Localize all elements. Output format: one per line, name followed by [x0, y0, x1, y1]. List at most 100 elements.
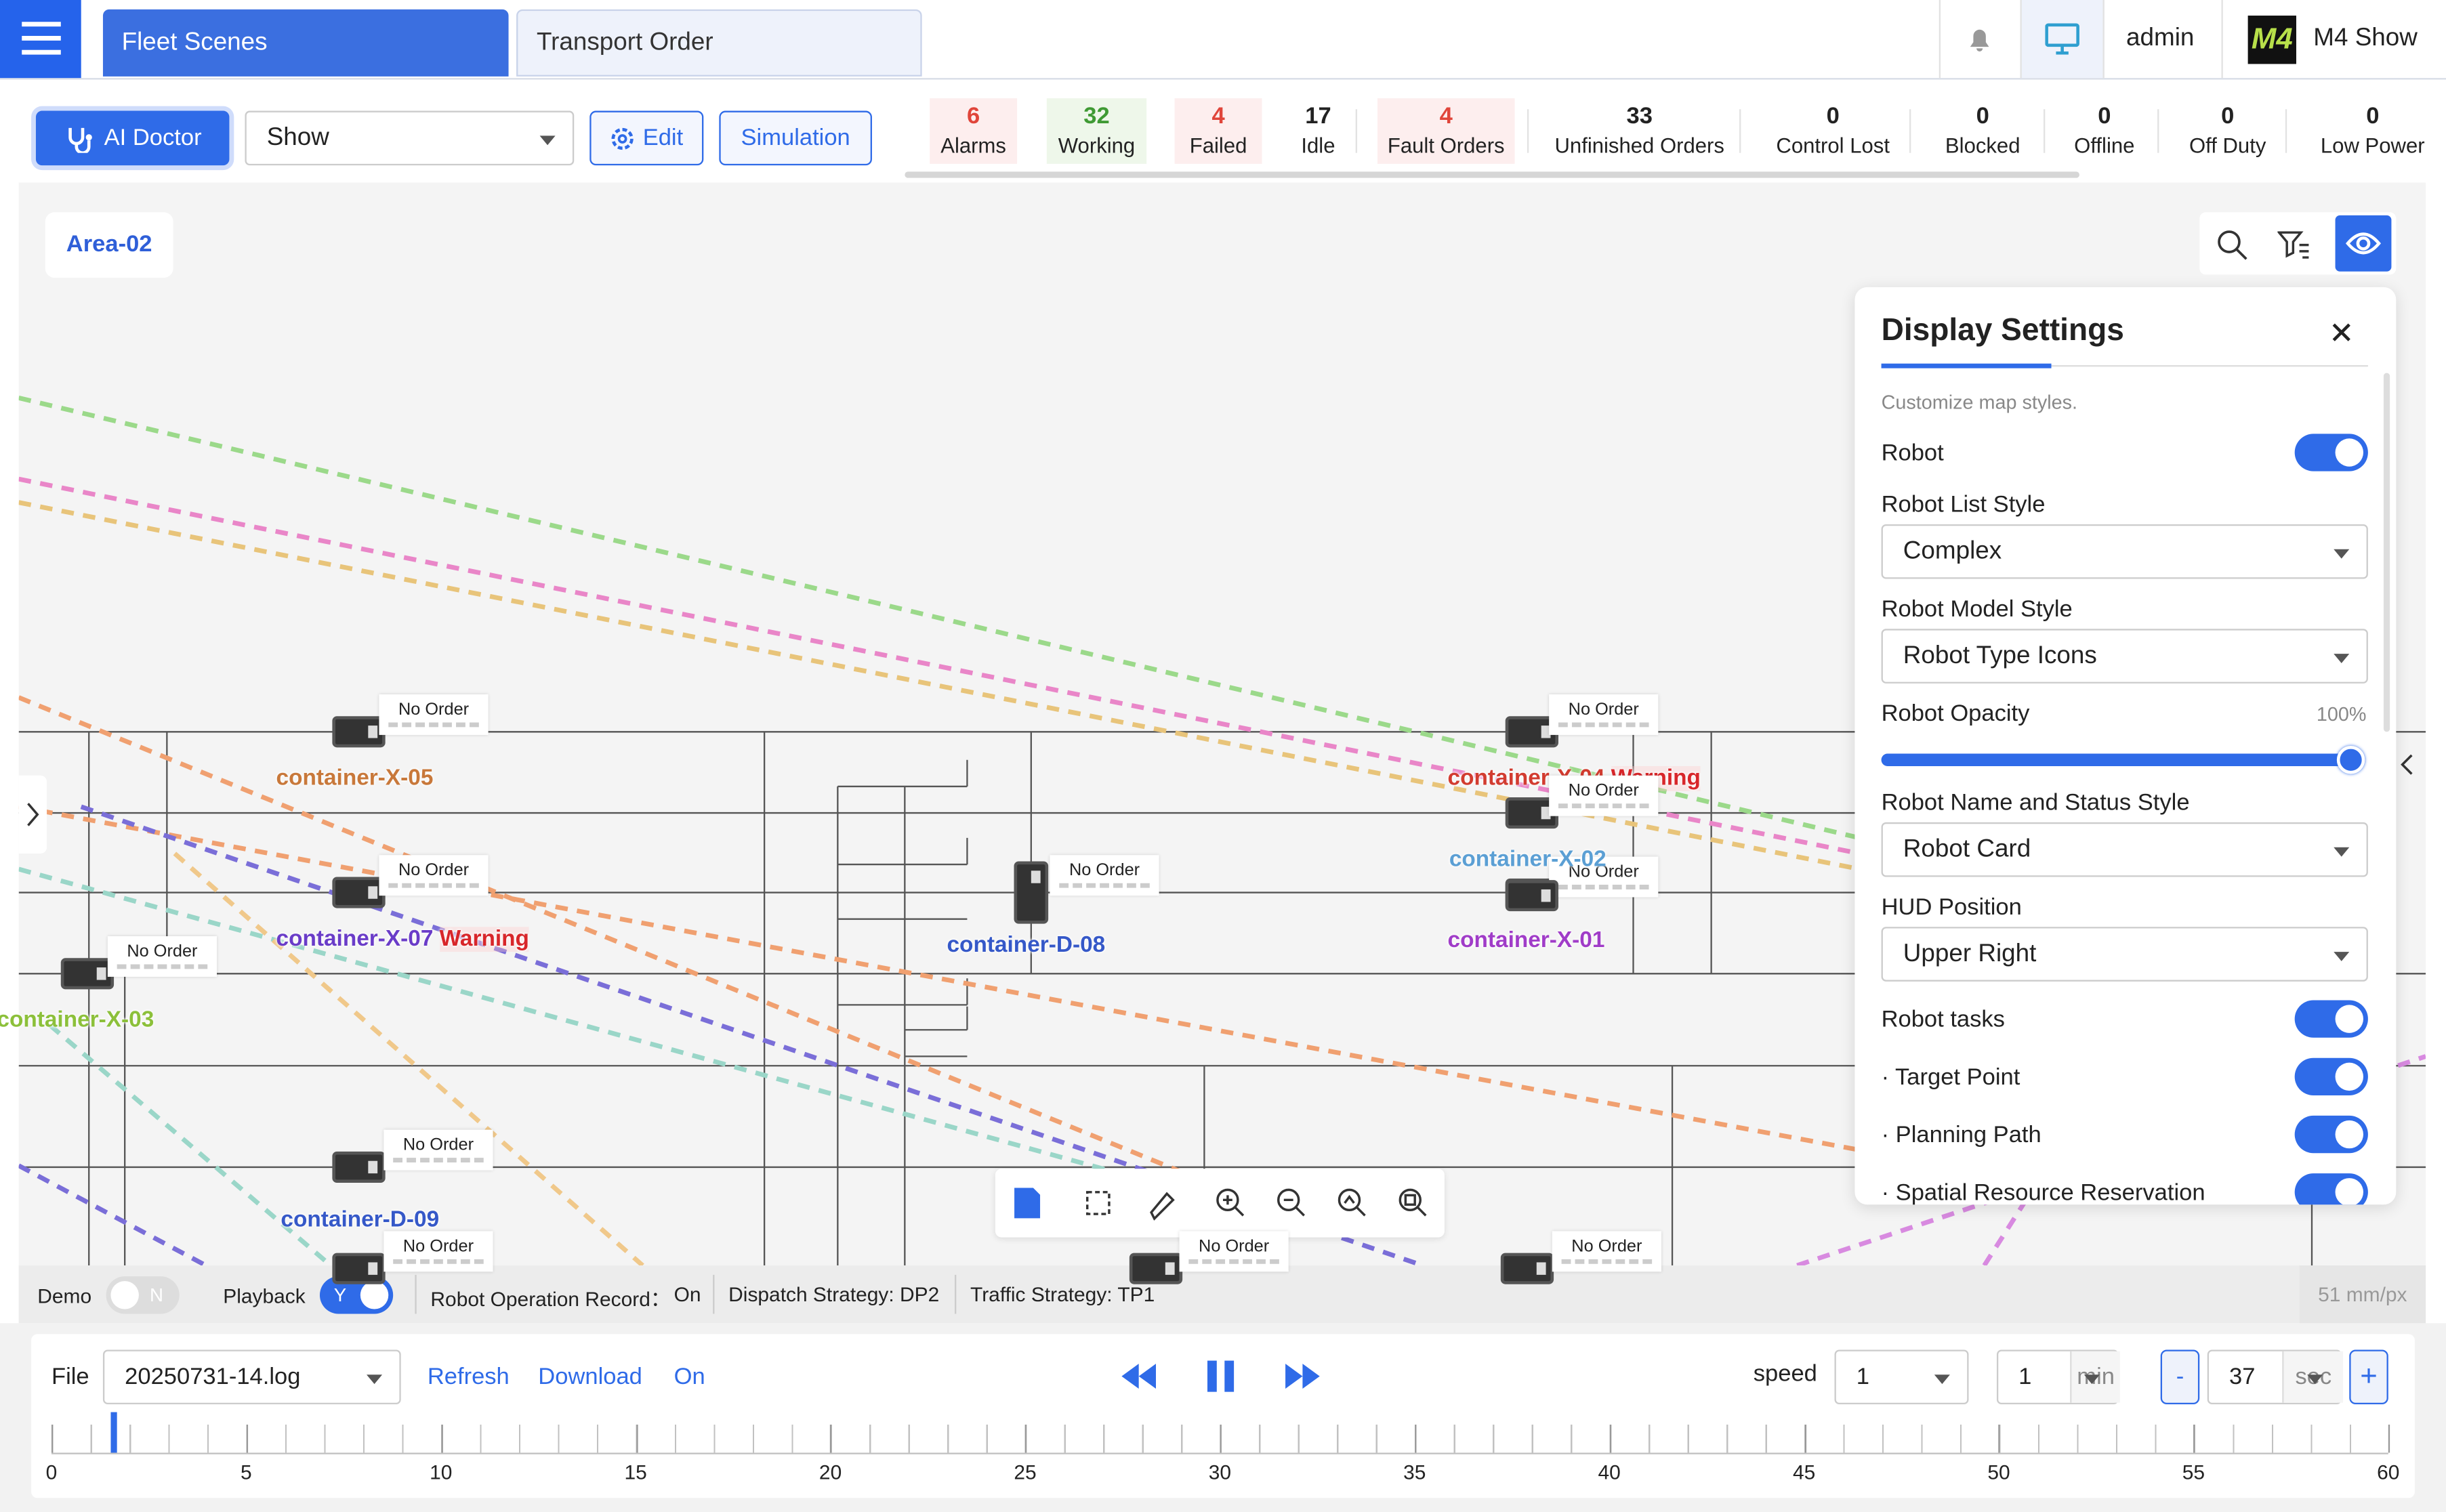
robot-name-text: container-X-02 — [1449, 847, 1607, 873]
opacity-slider[interactable] — [1881, 746, 2365, 774]
user-name[interactable]: admin — [2126, 24, 2195, 52]
traffic-strategy: Traffic Strategy: TP1 — [970, 1282, 1155, 1306]
refresh-link[interactable]: Refresh — [427, 1364, 510, 1391]
timeline-tick-label: 55 — [2182, 1460, 2205, 1484]
workspace-name[interactable]: M4 Show — [2313, 24, 2418, 52]
robot-status-card: No Order — [379, 694, 489, 735]
on-link[interactable]: On — [673, 1364, 705, 1391]
stat: 0 Low Power — [2310, 98, 2435, 164]
bell-icon[interactable] — [1964, 24, 1995, 55]
setting-label: · Spatial Resource Reservation — [1881, 1179, 2205, 1205]
robot-status-card: No Order — [384, 1129, 493, 1171]
timeline-tick — [1804, 1425, 1806, 1453]
eye-button[interactable] — [2335, 215, 2392, 272]
stat-value: 17 — [1305, 103, 1331, 130]
timeline-tick — [2388, 1425, 2390, 1453]
tool-icons[interactable] — [1014, 1188, 1427, 1221]
download-link[interactable]: Download — [538, 1364, 642, 1391]
playback-controls[interactable] — [1120, 1359, 1323, 1393]
robot-icon — [1500, 1253, 1554, 1284]
opacity-fill — [1881, 753, 2351, 766]
setting-select[interactable]: Robot Card — [1881, 822, 2368, 877]
robot-status-card: No Order — [1050, 855, 1159, 896]
stat: 17 Idle — [1287, 98, 1349, 164]
timeline-tick-label: 45 — [1792, 1460, 1816, 1484]
opacity-handle — [2336, 746, 2365, 774]
minutes-input[interactable]: 1 min — [1996, 1349, 2120, 1405]
stat-label: Failed — [1189, 134, 1247, 158]
robot-status-card: No Order — [1549, 775, 1659, 816]
toggle[interactable] — [2294, 1115, 2368, 1154]
playback-label: Playback — [223, 1284, 306, 1308]
collapse-panel[interactable] — [2396, 749, 2418, 780]
robot-icon — [60, 958, 115, 990]
toggle-text: N — [150, 1284, 163, 1306]
stat-label: Off Duty — [2189, 134, 2266, 158]
stat: 4 Fault Orders — [1377, 98, 1515, 164]
toggle[interactable] — [2294, 434, 2368, 471]
plus-button[interactable]: + — [2349, 1349, 2388, 1405]
opacity-value: 100% — [2316, 703, 2367, 726]
minus-button[interactable]: - — [2160, 1349, 2200, 1405]
stat-value: 0 — [2098, 103, 2111, 130]
setting-label: Robot Opacity — [1881, 700, 2030, 728]
playback-panel: File 20250731-14.log Refresh Download On… — [31, 1334, 2415, 1498]
setting-label: Robot tasks — [1881, 1006, 2005, 1033]
mode-select[interactable]: Show — [245, 110, 575, 166]
robot-icon — [332, 1151, 386, 1183]
dispatch-strategy: Dispatch Strategy: DP2 — [728, 1282, 940, 1306]
stat: 0 Control Lost — [1763, 98, 1903, 164]
tab-active[interactable]: Fleet Scenes — [102, 9, 509, 77]
timeline-tick — [51, 1425, 54, 1453]
menu-button[interactable] — [0, 0, 81, 79]
toggle[interactable] — [2294, 1057, 2368, 1095]
robot-icon — [1129, 1253, 1183, 1284]
simulation-button[interactable]: Simulation — [719, 110, 872, 166]
setting-select[interactable]: Upper Right — [1881, 927, 2368, 982]
record-value: On — [673, 1282, 701, 1306]
filter-icon[interactable] — [2277, 230, 2312, 261]
expand-left[interactable] — [18, 775, 47, 854]
status-bar: Demo N Playback Y Robot Operation Record… — [18, 1265, 2426, 1324]
timeline-tick — [1609, 1425, 1611, 1453]
stat-value: 4 — [1439, 103, 1453, 130]
area-label[interactable]: Area-02 — [45, 212, 173, 278]
timeline-tick-label: 25 — [1014, 1460, 1037, 1484]
speed-select[interactable]: 1 — [1834, 1349, 1969, 1405]
robot-status-card: No Order — [384, 1231, 493, 1272]
setting-label: · Target Point — [1881, 1064, 2020, 1091]
ai-doctor-button[interactable]: AI Doctor — [35, 110, 230, 166]
logo: M4 — [2247, 16, 2296, 64]
timeline-tick — [1220, 1425, 1222, 1453]
tab[interactable]: Transport Order — [516, 9, 922, 77]
demo-toggle[interactable]: N — [106, 1276, 180, 1314]
toggle[interactable] — [2294, 1000, 2368, 1038]
divider — [1909, 109, 1911, 153]
timeline-tick — [1999, 1425, 2001, 1453]
robot-warning: Warning — [439, 927, 529, 952]
stat-label: Control Lost — [1776, 134, 1890, 158]
robot-name-text: container-X-03 — [0, 1007, 154, 1033]
search-icon[interactable] — [2215, 228, 2250, 262]
divider — [2044, 109, 2046, 153]
timeline-tick — [636, 1425, 638, 1453]
setting-select[interactable]: Robot Type Icons — [1881, 629, 2368, 684]
speed-label: speed — [1753, 1360, 1817, 1387]
robot-icon — [332, 877, 386, 908]
seconds-input[interactable]: 37 sec — [2207, 1349, 2344, 1405]
timeline-tick-label: 0 — [45, 1460, 58, 1484]
edit-button[interactable]: Edit — [589, 110, 704, 166]
monitor-button[interactable] — [2020, 0, 2105, 79]
record-label: Robot Operation Record： — [430, 1287, 671, 1311]
setting-select[interactable]: Complex — [1881, 524, 2368, 579]
stat: 0 Offline — [2058, 98, 2151, 164]
stat: 32 Working — [1046, 98, 1147, 164]
timeline-tick — [1414, 1425, 1417, 1453]
close-button[interactable] — [2329, 320, 2354, 345]
setting-label: Robot Model Style — [1881, 595, 2073, 623]
timeline-tick — [1024, 1425, 1027, 1453]
file-select[interactable]: 20250731-14.log — [102, 1349, 401, 1405]
map-scale: 51 mm/px — [2299, 1265, 2426, 1324]
stat-label: Blocked — [1945, 134, 2020, 158]
toggle[interactable] — [2294, 1173, 2368, 1205]
